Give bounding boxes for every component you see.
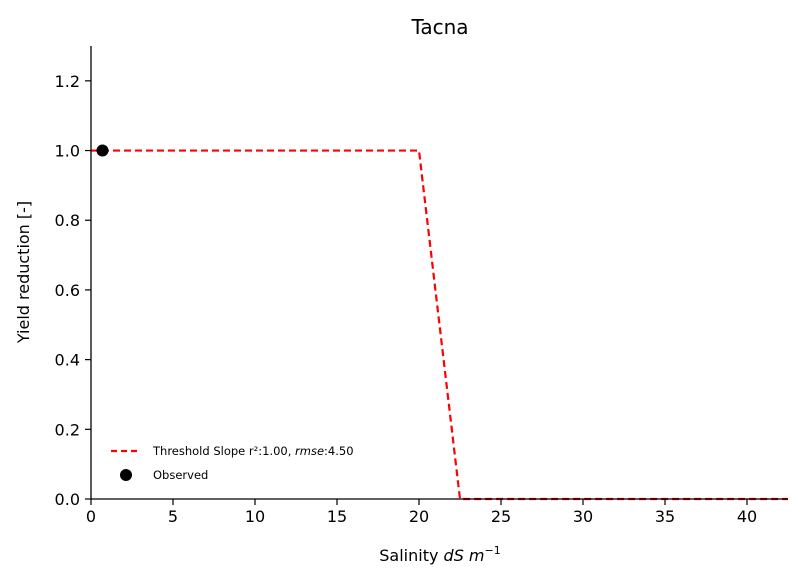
- x-tick-label: 25: [491, 507, 511, 526]
- legend-observed-label: Observed: [153, 468, 208, 482]
- x-axis-ticks: 0 5 10 15 20 25 30 35 40: [86, 499, 757, 526]
- y-axis-title: Yield reduction [-]: [14, 201, 33, 344]
- legend-observed-marker: [120, 469, 132, 481]
- x-tick-label: 0: [86, 507, 96, 526]
- x-tick-label: 10: [245, 507, 265, 526]
- y-tick-label: 0.8: [55, 211, 80, 230]
- x-axis-title-sup: −1: [485, 544, 501, 557]
- x-tick-label: 40: [737, 507, 757, 526]
- legend-threshold-label-part: r²: [249, 444, 258, 458]
- x-axis-title-math: dS m: [444, 546, 485, 565]
- observed-point: [96, 144, 109, 157]
- x-tick-label: 20: [409, 507, 429, 526]
- legend-threshold-label-part: :4.50: [324, 444, 353, 458]
- y-tick-label: 0.0: [55, 490, 80, 509]
- chart-title: Tacna: [410, 15, 468, 39]
- y-axis-ticks: 0.0 0.2 0.4 0.6 0.8 1.0 1.2: [55, 72, 91, 509]
- x-axis-title-prefix: Salinity: [379, 546, 443, 565]
- y-tick-label: 1.2: [55, 72, 80, 91]
- legend-threshold-label-part: Threshold Slope: [152, 444, 249, 458]
- y-tick-label: 0.2: [55, 420, 80, 439]
- x-axis-title: Salinity dS m−1: [379, 544, 500, 565]
- legend-threshold-label: Threshold Slope r²:1.00, rmse:4.50: [152, 444, 354, 458]
- legend-threshold-label-part: rmse: [295, 444, 324, 458]
- x-tick-label: 15: [327, 507, 347, 526]
- y-tick-label: 0.4: [55, 351, 80, 370]
- x-tick-label: 35: [655, 507, 675, 526]
- y-tick-label: 1.0: [55, 142, 80, 161]
- legend-threshold-label-part: :1.00,: [258, 444, 295, 458]
- x-tick-label: 5: [168, 507, 178, 526]
- y-tick-label: 0.6: [55, 281, 80, 300]
- legend: Threshold Slope r²:1.00, rmse:4.50 Obser…: [111, 444, 354, 482]
- x-tick-label: 30: [573, 507, 593, 526]
